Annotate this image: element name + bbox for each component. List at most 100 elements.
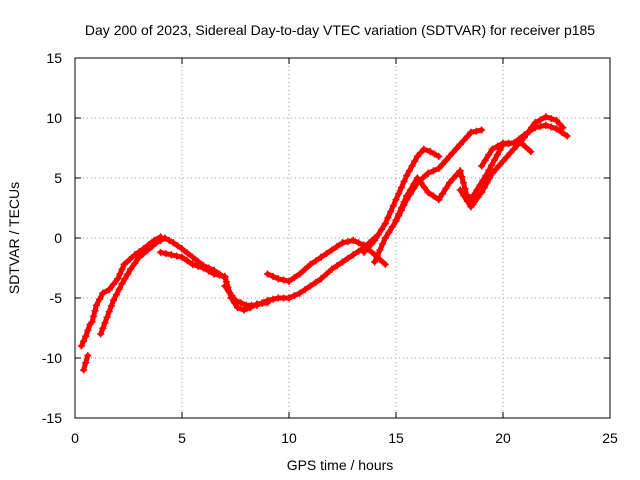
data-point-marker bbox=[449, 175, 457, 183]
data-point-marker bbox=[378, 225, 386, 233]
data-point-marker bbox=[388, 223, 396, 231]
data-point-marker bbox=[215, 271, 223, 279]
data-point-marker bbox=[478, 126, 486, 134]
data-point-marker bbox=[527, 148, 535, 156]
data-series bbox=[77, 113, 571, 374]
data-point-marker bbox=[458, 173, 466, 181]
data-point-marker bbox=[290, 292, 298, 300]
data-point-marker bbox=[381, 260, 389, 268]
data-point-marker bbox=[82, 332, 90, 340]
data-point-marker bbox=[392, 196, 400, 204]
data-point-marker bbox=[167, 251, 175, 259]
data-point-marker bbox=[127, 265, 135, 273]
data-point-marker bbox=[435, 196, 443, 204]
data-point-marker bbox=[90, 312, 97, 320]
data-point-marker bbox=[446, 179, 453, 187]
data-point-marker bbox=[476, 181, 484, 189]
data-point-marker bbox=[290, 274, 298, 282]
data-point-marker bbox=[536, 122, 544, 130]
data-point-marker bbox=[481, 156, 489, 164]
data-point-marker bbox=[542, 121, 550, 129]
data-point-marker bbox=[107, 302, 115, 310]
data-point-marker bbox=[118, 265, 126, 273]
data-point-marker bbox=[405, 167, 413, 175]
data-point-marker bbox=[563, 132, 571, 140]
data-point-marker bbox=[446, 152, 453, 160]
data-point-marker bbox=[121, 275, 129, 283]
data-point-marker bbox=[312, 278, 320, 286]
y-tick-label: 15 bbox=[46, 50, 62, 66]
data-point-marker bbox=[306, 260, 314, 268]
data-point-marker bbox=[91, 307, 99, 315]
data-point-marker bbox=[410, 180, 418, 188]
data-point-marker bbox=[339, 239, 346, 247]
data-point-marker bbox=[264, 270, 272, 278]
data-point-marker bbox=[165, 236, 173, 244]
data-point-marker bbox=[460, 192, 468, 200]
data-point-marker bbox=[395, 190, 403, 198]
x-axis-label: GPS time / hours bbox=[287, 457, 394, 473]
data-point-marker bbox=[285, 294, 293, 302]
data-point-marker bbox=[480, 184, 488, 192]
data-point-marker bbox=[333, 242, 341, 250]
y-tick-label: 10 bbox=[46, 110, 62, 126]
data-point-marker bbox=[355, 239, 363, 247]
data-point-marker bbox=[210, 270, 218, 278]
data-point-marker bbox=[126, 256, 134, 264]
data-point-marker bbox=[97, 330, 105, 338]
data-point-marker bbox=[400, 198, 408, 206]
data-point-marker bbox=[384, 214, 392, 222]
data-point-marker bbox=[355, 247, 363, 255]
data-point-marker bbox=[442, 156, 450, 164]
data-point-marker bbox=[421, 184, 428, 192]
data-point-marker bbox=[234, 304, 242, 312]
data-point-marker bbox=[205, 267, 213, 275]
data-point-marker bbox=[438, 190, 446, 198]
data-point-marker bbox=[387, 208, 395, 216]
data-point-marker bbox=[522, 143, 529, 151]
data-point-marker bbox=[406, 186, 414, 194]
data-point-marker bbox=[547, 123, 555, 131]
data-point-marker bbox=[232, 296, 239, 304]
data-point-marker bbox=[473, 186, 481, 194]
data-point-marker bbox=[364, 244, 371, 252]
data-point-marker bbox=[456, 140, 464, 148]
data-point-marker bbox=[103, 313, 111, 321]
data-point-marker bbox=[194, 262, 202, 270]
data-point-marker bbox=[389, 202, 397, 210]
data-point-marker bbox=[474, 193, 482, 201]
data-point-marker bbox=[162, 250, 170, 258]
y-tick-label: 5 bbox=[54, 170, 62, 186]
data-point-marker bbox=[148, 242, 156, 250]
data-point-marker bbox=[408, 162, 416, 170]
data-point-marker bbox=[374, 231, 382, 239]
data-point-marker bbox=[490, 156, 498, 164]
data-point-marker bbox=[99, 289, 107, 297]
data-point-marker bbox=[312, 257, 320, 265]
data-point-marker bbox=[459, 179, 467, 187]
data-point-marker bbox=[178, 253, 186, 261]
data-point-marker bbox=[558, 128, 566, 136]
data-point-marker bbox=[296, 270, 304, 278]
data-point-marker bbox=[269, 272, 277, 280]
data-point-marker bbox=[371, 258, 379, 266]
data-point-marker bbox=[173, 252, 181, 260]
data-point-marker bbox=[506, 149, 514, 157]
data-point-marker bbox=[344, 238, 352, 246]
data-point-marker bbox=[379, 240, 387, 248]
data-point-marker bbox=[183, 249, 191, 257]
data-point-marker bbox=[306, 282, 314, 290]
data-point-marker bbox=[417, 179, 425, 187]
x-tick-label: 20 bbox=[495, 430, 511, 446]
data-point-marker bbox=[82, 359, 90, 367]
data-point-marker bbox=[460, 136, 468, 144]
data-point-marker bbox=[323, 270, 330, 278]
data-point-marker bbox=[499, 140, 507, 148]
data-point-marker bbox=[99, 324, 107, 332]
data-point-marker bbox=[105, 286, 113, 294]
data-point-marker bbox=[413, 152, 421, 160]
data-point-marker bbox=[360, 241, 368, 249]
data-point-marker bbox=[479, 176, 487, 184]
data-point-marker bbox=[96, 295, 104, 303]
data-point-marker bbox=[110, 280, 117, 288]
